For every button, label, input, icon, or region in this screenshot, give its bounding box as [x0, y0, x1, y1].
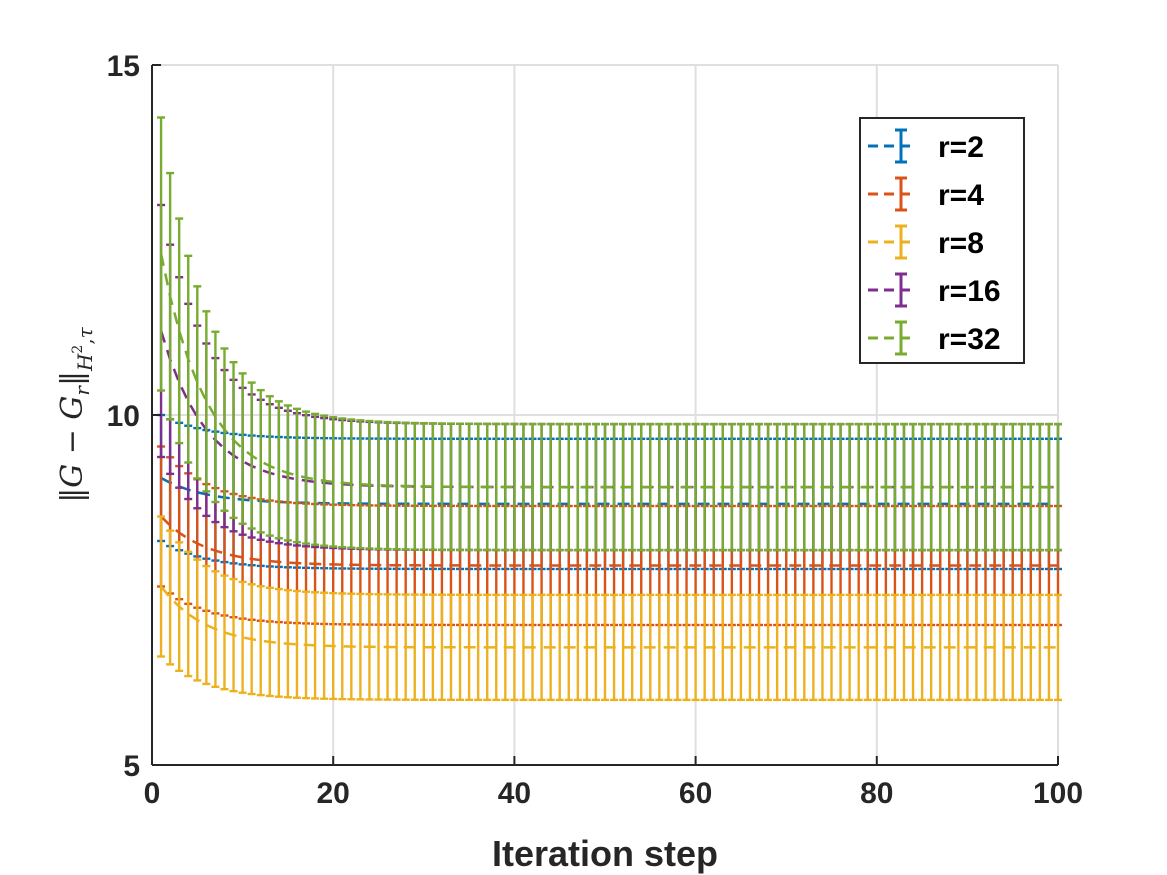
- series-r-32: [157, 116, 1062, 552]
- legend: r=2 r=4 r=8 r=16 r=32: [859, 117, 1025, 364]
- ylabel-h-sup: 2: [70, 345, 86, 354]
- series-r-8: [157, 515, 1062, 702]
- legend-entry-r-16: r=16: [868, 272, 1001, 308]
- svg-text:‖G − Gr‖H2,τ: ‖G − Gr‖H2,τ: [55, 326, 97, 502]
- y-ticks: 5 10 15: [107, 50, 161, 783]
- legend-label: r=16: [938, 275, 1001, 308]
- ylabel-norm-close: ‖: [55, 371, 90, 386]
- legend-label: r=32: [938, 323, 1001, 356]
- x-tick-label: 0: [144, 777, 161, 810]
- y-axis-label: ‖G − Gr‖H2,τ: [55, 326, 97, 502]
- ylabel-gr: G: [55, 396, 90, 420]
- legend-label: r=2: [938, 131, 984, 164]
- ylabel-h: H: [73, 353, 97, 372]
- legend-label: r=4: [938, 179, 984, 212]
- ylabel-norm-open: ‖: [55, 488, 90, 503]
- legend-entry-r-8: r=8: [868, 224, 984, 260]
- mean-line: [160, 476, 1058, 506]
- x-tick-label: 40: [498, 777, 531, 810]
- y-tick-label: 5: [123, 750, 140, 783]
- legend-entry-r-4: r=4: [868, 176, 984, 212]
- x-ticks: 0 20 40 60 80 100: [144, 756, 1083, 810]
- legend-label: r=8: [938, 227, 984, 260]
- y-tick-label: 15: [107, 50, 140, 83]
- x-tick-label: 100: [1033, 777, 1083, 810]
- x-axis-label: Iteration step: [492, 833, 718, 874]
- y-tick-label: 10: [107, 400, 140, 433]
- ylabel-r-sub: r: [70, 385, 94, 396]
- ylabel-g: G: [55, 464, 90, 488]
- ylabel-tau: τ: [73, 326, 97, 338]
- mean-line: [160, 515, 1058, 567]
- series-layer: [157, 116, 1062, 702]
- x-tick-label: 80: [860, 777, 893, 810]
- legend-entry-r-32: r=32: [868, 320, 1001, 356]
- ylabel-minus: −: [55, 420, 90, 464]
- legend-entry-r-2: r=2: [868, 128, 984, 164]
- x-tick-label: 60: [679, 777, 712, 810]
- mean-line: [159, 253, 1058, 489]
- ylabel-comma: ,: [73, 338, 97, 344]
- mean-line: [160, 585, 1058, 649]
- x-tick-label: 20: [317, 777, 350, 810]
